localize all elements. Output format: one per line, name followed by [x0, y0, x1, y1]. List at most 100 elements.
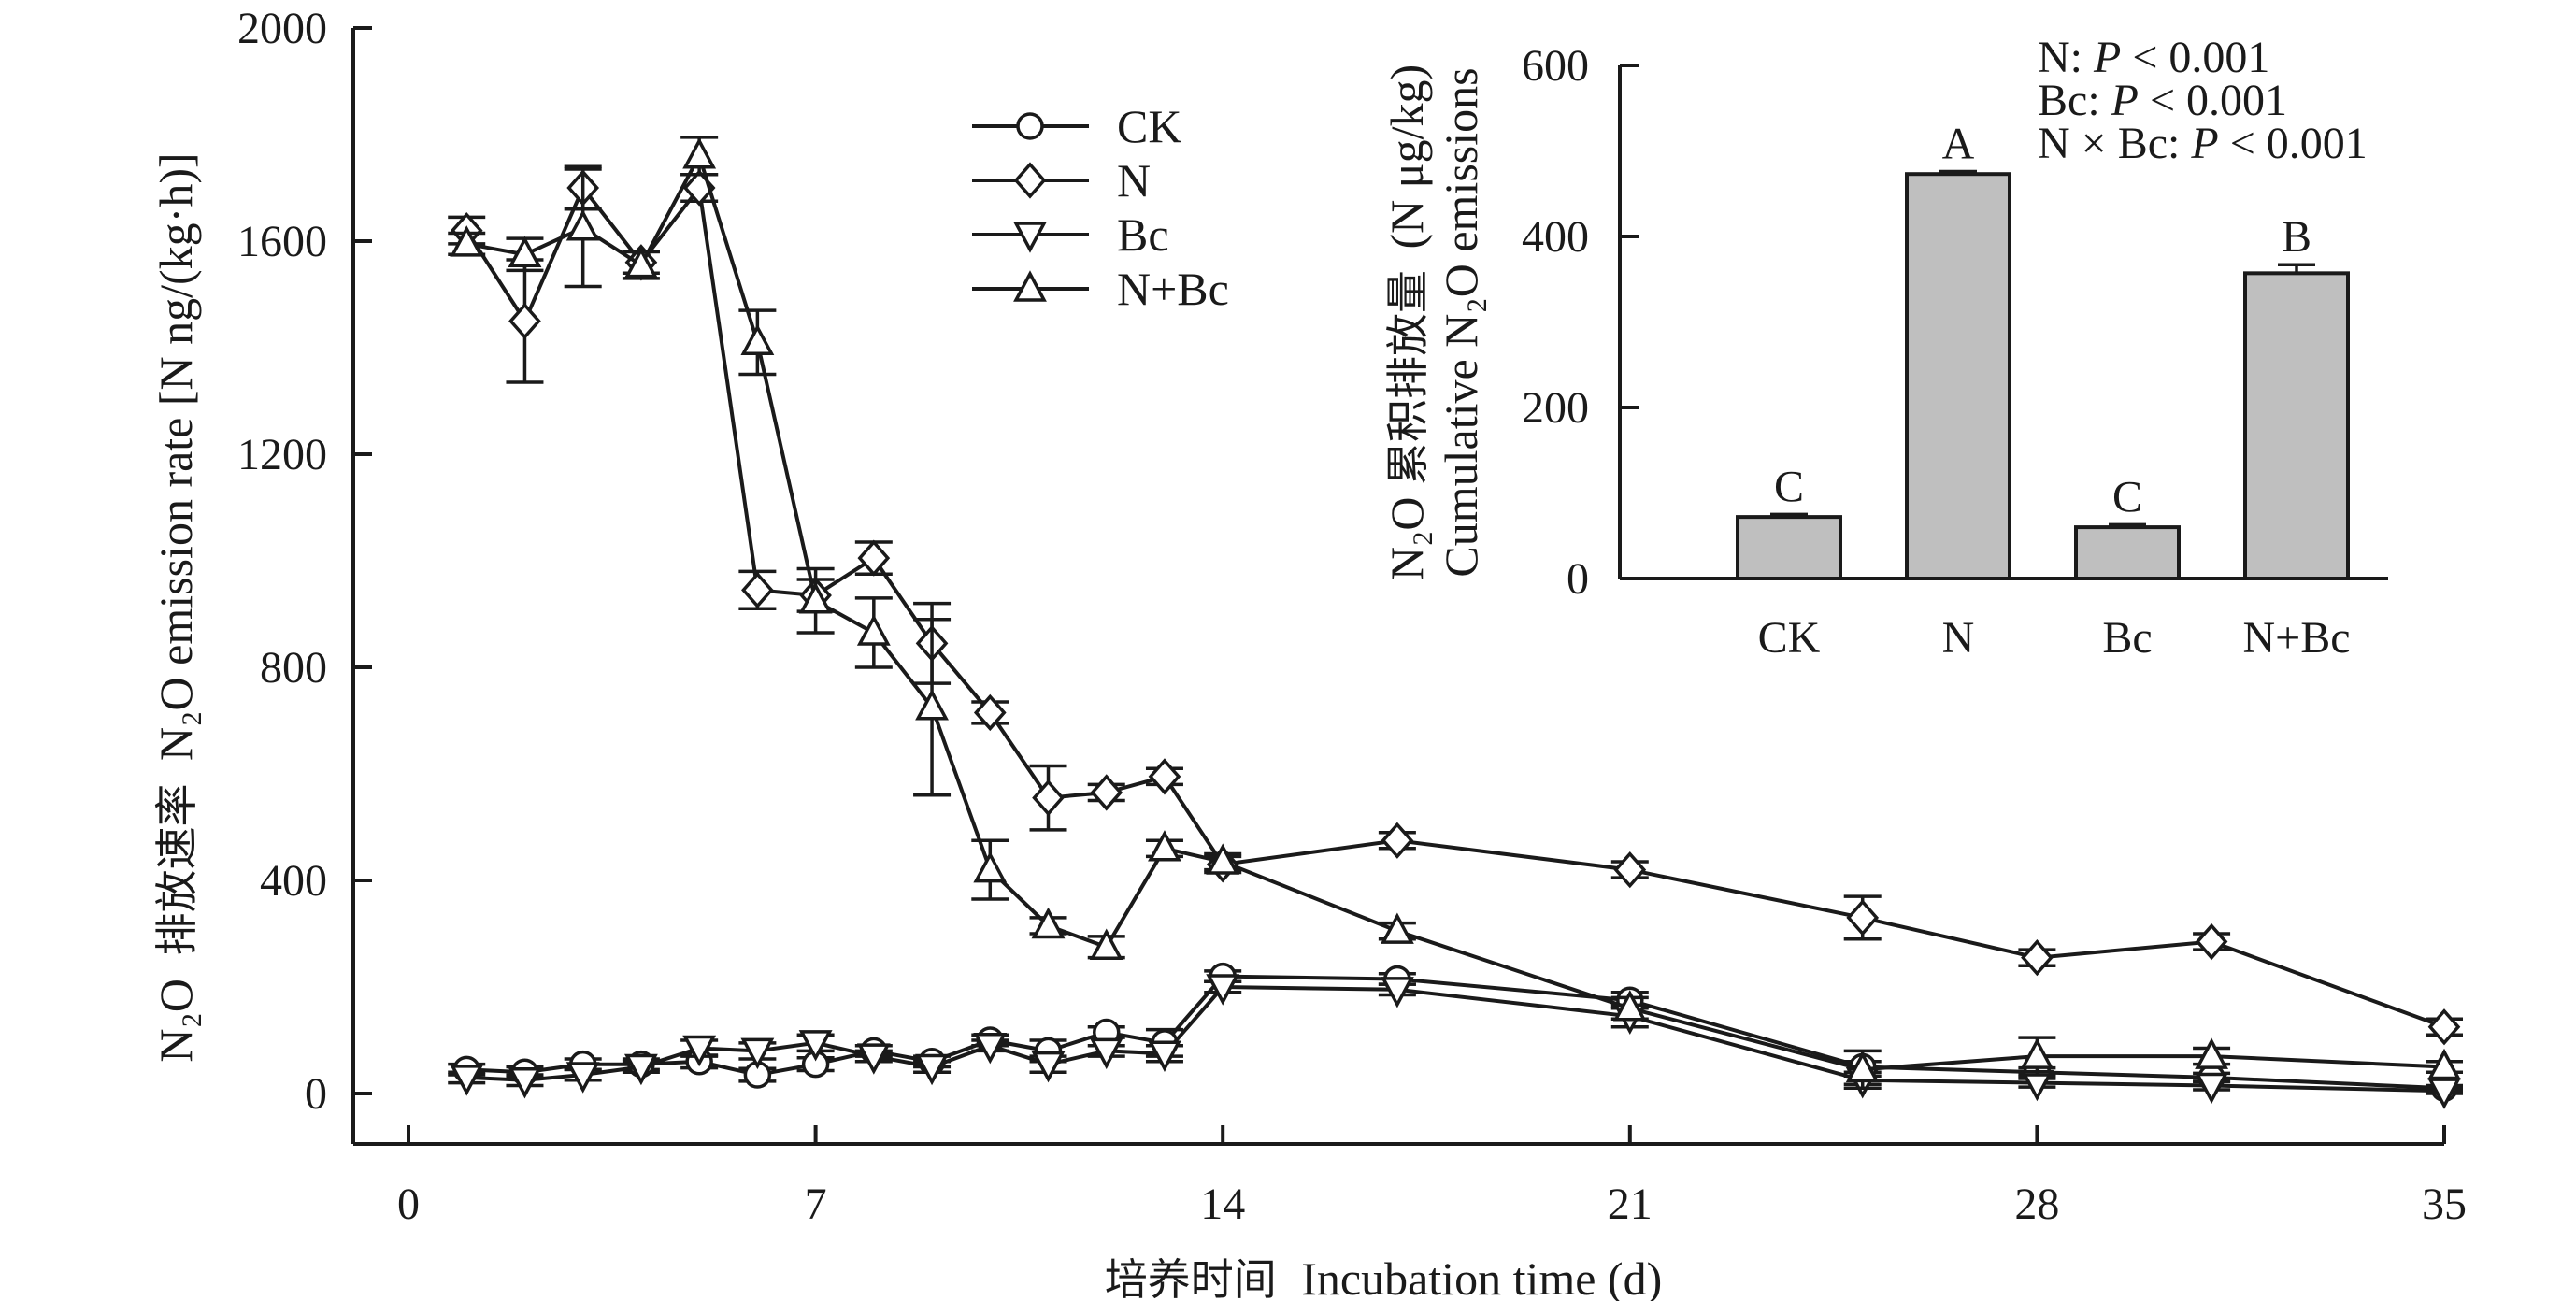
data-point-n-plus-bc: [856, 614, 891, 646]
data-point-n: [973, 693, 1007, 732]
data-point-n-plus-bc: [1206, 843, 1240, 875]
main-series-group: [448, 136, 2463, 1109]
main-y-axis-label-species: N₂O: [150, 979, 202, 1063]
bar-error-bc: [2109, 522, 2146, 528]
data-point-n-plus-bc: [565, 209, 600, 241]
legend-marker-bc: [1013, 222, 1047, 253]
main-y-axis-label: N₂O 排放速率 N₂O emission rate [N ng/(kg·h)]: [150, 152, 202, 1062]
data-point-n-plus-bc: [1380, 912, 1414, 944]
data-point-n-plus-bc: [682, 137, 717, 169]
data-point-n-plus-bc: [1089, 928, 1123, 960]
data-point-n-plus-bc: [1845, 1051, 1880, 1083]
bar-group-n: AN: [1905, 119, 2011, 663]
inset-y-tick-label: 600: [1522, 41, 1589, 91]
data-point-bc: [740, 1037, 775, 1070]
inset-y-axis-label-species: N₂O: [1381, 496, 1433, 580]
bar-category-label-n-plus-bc: N+Bc: [2242, 613, 2350, 663]
data-point-n: [2427, 1008, 2461, 1046]
bar-n-plus-bc: [2243, 271, 2350, 580]
data-point-n-plus-bc: [508, 236, 542, 267]
data-point-n-plus-bc: [1148, 830, 1181, 862]
bar-category-label-ck: CK: [1758, 613, 1821, 663]
main-x-axis-label: 培养时间 Incubation time (d): [1105, 1252, 1663, 1301]
main-y-axis-label-zh: 排放速率: [151, 783, 202, 955]
data-point-bc: [623, 1053, 658, 1086]
bar-letter-bc: C: [2112, 472, 2142, 522]
data-point-n: [1090, 774, 1123, 811]
bar-error-n-plus-bc: [2278, 263, 2315, 274]
data-point-n: [857, 539, 891, 577]
data-point-n: [1381, 822, 1414, 859]
inset-y-axis-label-line1: N₂O 累积排放量 (N μg/kg): [1381, 64, 1433, 580]
inset-y-tick-label: 400: [1522, 212, 1589, 262]
bar-ck: [1736, 515, 1842, 580]
data-point-n-plus-bc: [1031, 907, 1066, 939]
bar-category-label-bc: Bc: [2102, 613, 2152, 663]
bar-letter-ck: C: [1774, 462, 1804, 511]
bar-n: [1905, 172, 2011, 581]
stat-line-1: N: P < 0.001: [2038, 33, 2269, 82]
legend-item-n-plus-bc: N+Bc: [972, 263, 1229, 315]
main-y-axis-label-en: N₂O emission rate [N ng/(kg·h)]: [150, 152, 202, 761]
legend-label-bc: Bc: [1117, 208, 1169, 261]
data-point-bc: [450, 1065, 484, 1096]
main-y-ticks: 0 400 800 1200 1600 2000: [237, 4, 372, 1119]
main-x-axis-label-en: Incubation time (d): [1301, 1252, 1662, 1301]
main-x-ticks: 0 7 14 21 28 35: [397, 1125, 2467, 1229]
bar-error-n: [1939, 169, 1977, 175]
data-point-bc: [565, 1062, 600, 1094]
data-point-n: [1846, 899, 1880, 936]
inset-y-axis-label-zh: 累积排放量: [1382, 270, 1433, 485]
data-point-bc: [1031, 1051, 1066, 1083]
legend-marker-ck: [1016, 112, 1044, 140]
data-point-n: [741, 571, 774, 608]
main-x-tick-label: 35: [2422, 1179, 2467, 1229]
main-y-tick-label: 1200: [237, 430, 327, 479]
main-x-tick-label: 28: [2014, 1179, 2059, 1229]
series-bc: [448, 974, 2463, 1109]
data-point-bc: [2195, 1072, 2229, 1105]
legend-marker-n-plus-bc: [1013, 270, 1047, 302]
inset-y-axis-label-line2: Cumulative N₂O emissions: [1435, 67, 1487, 577]
data-point-n-plus-bc: [450, 225, 484, 257]
legend-marker-n: [1013, 162, 1047, 199]
data-point-bc: [1148, 1040, 1181, 1072]
data-point-n-plus-bc: [915, 689, 949, 721]
legend-label-n-plus-bc: N+Bc: [1117, 263, 1229, 315]
legend-item-ck: CK: [972, 100, 1181, 152]
bar-bc: [2074, 525, 2181, 580]
inset-y-tick-label: 200: [1522, 383, 1589, 433]
bar-letter-n-plus-bc: B: [2282, 212, 2311, 262]
data-point-bc: [915, 1053, 949, 1086]
inset-y-tick-label: 0: [1567, 554, 1589, 604]
main-y-tick-label: 0: [305, 1069, 327, 1119]
data-point-bc: [682, 1035, 717, 1067]
legend-label-n: N: [1117, 154, 1151, 207]
data-point-bc: [1206, 974, 1240, 1006]
legend-item-bc: Bc: [972, 208, 1169, 261]
series-line-n-plus-bc: [465, 150, 2445, 1072]
bar-letter-n: A: [1942, 119, 1975, 168]
data-point-n-plus-bc: [2195, 1037, 2229, 1069]
data-point-n-plus-bc: [1612, 990, 1647, 1022]
bar-group-n-plus-bc: B N+Bc: [2242, 212, 2350, 663]
data-point-n: [1032, 779, 1065, 817]
stat-line-2: Bc: P < 0.001: [2038, 76, 2287, 125]
data-point-bc: [973, 1032, 1008, 1065]
inset-bars-group: C CK AN C Bc B N+Bc: [1736, 119, 2351, 663]
main-y-tick-label: 800: [260, 643, 327, 693]
data-point-bc: [798, 1030, 833, 1062]
data-point-n: [2195, 922, 2228, 961]
bar-error-ck: [1770, 512, 1808, 518]
data-point-n: [1613, 851, 1647, 889]
main-x-tick-label: 0: [397, 1179, 420, 1229]
main-y-tick-label: 2000: [237, 4, 327, 53]
series-n-plus-bc: [448, 136, 2463, 1091]
inset-y-axis-label-unit: (N μg/kg): [1381, 64, 1433, 250]
data-point-bc: [856, 1043, 891, 1075]
main-y-tick-label: 1600: [237, 217, 327, 266]
data-point-bc: [508, 1067, 542, 1099]
data-point-n: [2021, 939, 2054, 977]
